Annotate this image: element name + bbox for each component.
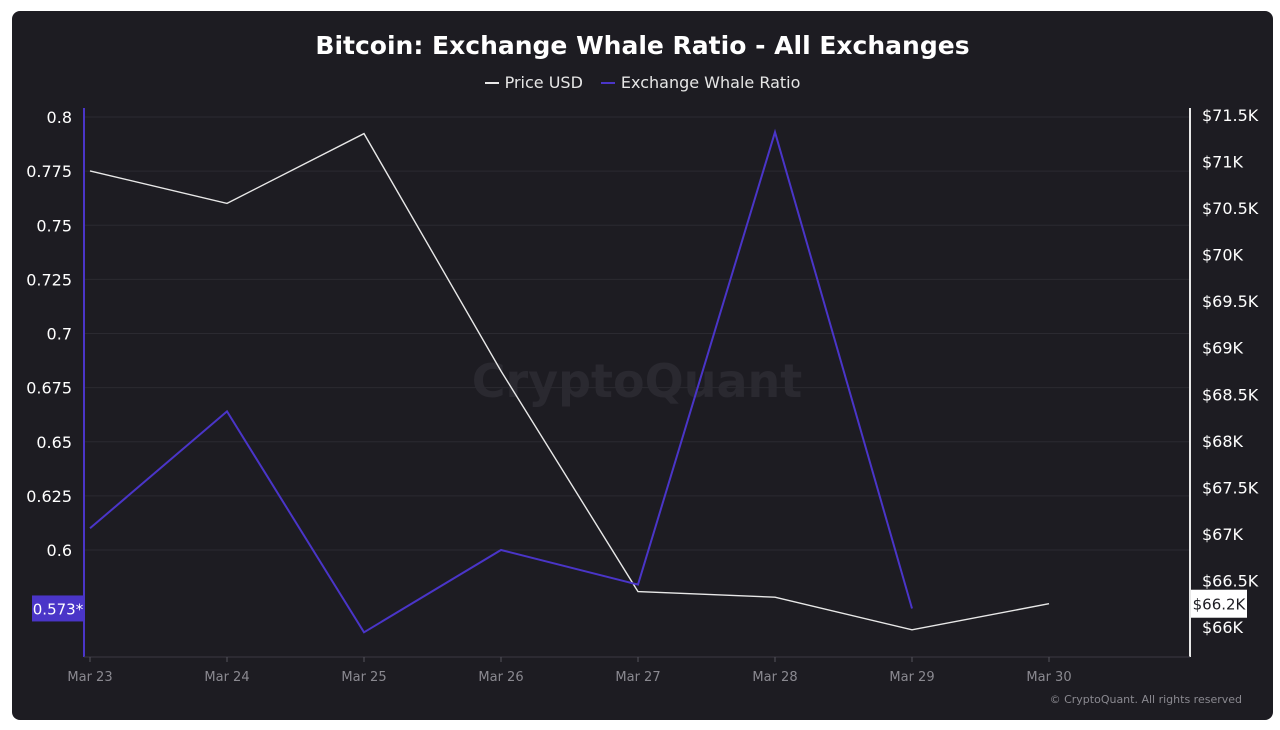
x-tick-label: Mar 28	[752, 670, 797, 685]
y-left-tick-label: 0.775	[26, 162, 72, 181]
x-tick-label: Mar 24	[204, 670, 249, 685]
x-tick-label: Mar 27	[615, 670, 660, 685]
chart-title: Bitcoin: Exchange Whale Ratio - All Exch…	[315, 31, 970, 60]
y-right-tick-label: $71K	[1202, 153, 1244, 172]
y-right-tick-label: $71.5K	[1202, 106, 1259, 125]
legend-item-price[interactable]: Price USD	[484, 73, 583, 92]
x-tick-label: Mar 26	[478, 670, 523, 685]
x-tick-label: Mar 29	[889, 670, 934, 685]
y-right-tick-label: $67K	[1202, 525, 1244, 544]
y-right-tick-label: $69.5K	[1202, 292, 1259, 311]
chart-plot[interactable]: CryptoQuant 0.8 0.775 0.75 0.725 0.7 0.675 0.65…	[12, 11, 1273, 720]
y-left-tick-label: 0.625	[26, 487, 72, 506]
chart-card: Bitcoin: Exchange Whale Ratio - All Exch…	[12, 11, 1273, 720]
y-left-tick-label: 0.75	[36, 216, 72, 235]
y-left-tick-label: 0.8	[47, 108, 72, 127]
y-left-tick-label: 0.6	[47, 541, 72, 560]
price-usd-line	[89, 132, 1050, 631]
chart-legend[interactable]: Price USD Exchange Whale Ratio	[12, 73, 1273, 92]
current-price-badge	[1191, 589, 1247, 618]
y-right-tick-label: $66K	[1202, 618, 1244, 637]
x-tick-label: Mar 25	[341, 670, 386, 685]
y-right-tick-label: $69K	[1202, 339, 1244, 358]
y-right-tick-label: $67.5K	[1202, 478, 1259, 497]
current-ratio-label: 0.573*	[33, 600, 84, 618]
legend-swatch-price	[484, 81, 499, 84]
current-price-label: $66.2K	[1193, 596, 1247, 614]
y-left-tick-label: 0.725	[26, 270, 72, 289]
y-left-tick-label: 0.65	[36, 433, 72, 452]
legend-swatch-whale-ratio	[600, 81, 615, 84]
legend-label-price: Price USD	[504, 73, 583, 92]
legend-label-whale-ratio: Exchange Whale Ratio	[620, 73, 801, 92]
x-tick-label: Mar 23	[67, 670, 112, 685]
y-left-tick-label: 0.7	[47, 325, 72, 344]
y-right-tick-label: $70K	[1202, 246, 1244, 265]
copyright-text: © CryptoQuant. All rights reserved	[1050, 693, 1242, 706]
y-right-tick-label: $68K	[1202, 432, 1244, 451]
y-right-tick-label: $66.5K	[1202, 571, 1259, 590]
legend-item-whale-ratio[interactable]: Exchange Whale Ratio	[600, 73, 801, 92]
x-tick-label: Mar 30	[1026, 670, 1071, 685]
y-right-tick-label: $68.5K	[1202, 385, 1259, 404]
watermark: CryptoQuant	[472, 354, 803, 408]
current-ratio-badge	[32, 595, 84, 622]
y-right-tick-label: $70.5K	[1202, 199, 1259, 218]
y-left-tick-label: 0.675	[26, 379, 72, 398]
